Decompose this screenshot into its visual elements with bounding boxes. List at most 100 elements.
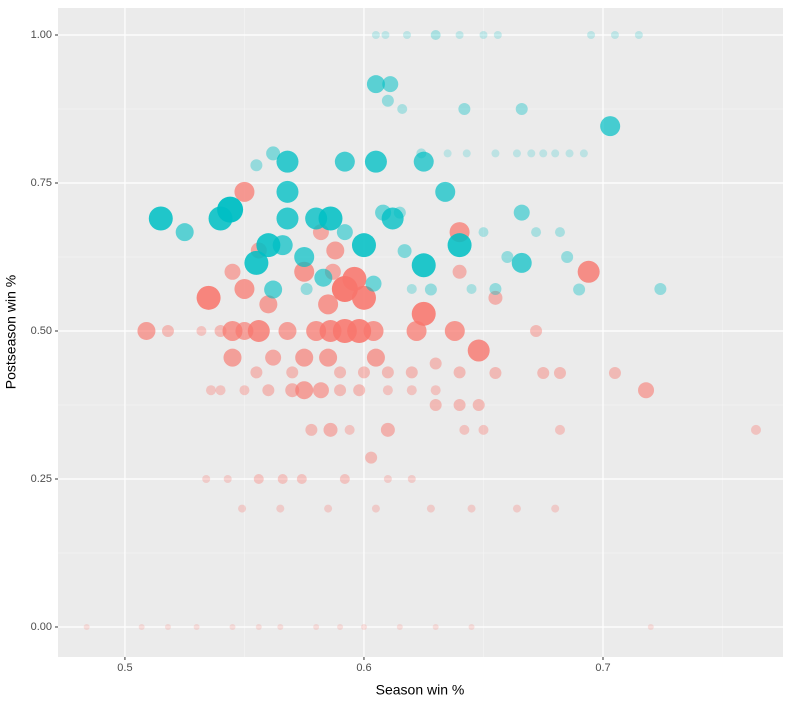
point xyxy=(256,233,281,258)
point xyxy=(551,149,560,158)
point xyxy=(411,253,436,278)
point xyxy=(175,223,194,242)
point xyxy=(366,75,385,94)
point xyxy=(300,282,313,295)
point xyxy=(447,233,472,258)
point xyxy=(318,206,343,231)
x-tick-label: 0.7 xyxy=(595,662,610,674)
point xyxy=(573,283,586,296)
point xyxy=(337,623,344,630)
point xyxy=(459,424,470,435)
point xyxy=(253,473,264,484)
point xyxy=(347,318,372,343)
point xyxy=(351,233,376,258)
point xyxy=(561,250,574,263)
point xyxy=(196,325,207,336)
point xyxy=(318,294,339,315)
point xyxy=(381,30,390,39)
point xyxy=(276,504,285,513)
point xyxy=(262,384,275,397)
point xyxy=(255,623,262,630)
point xyxy=(537,367,550,380)
point xyxy=(295,381,314,400)
point xyxy=(489,282,502,295)
point xyxy=(161,324,174,337)
point xyxy=(452,264,467,279)
point xyxy=(193,623,200,630)
point xyxy=(382,385,393,396)
point xyxy=(634,30,643,39)
point xyxy=(357,366,370,379)
point xyxy=(424,283,437,296)
point xyxy=(383,474,392,483)
point xyxy=(326,241,345,260)
point xyxy=(587,30,596,39)
point xyxy=(276,180,299,203)
point xyxy=(239,385,250,396)
point xyxy=(238,504,247,513)
point xyxy=(138,623,145,630)
point xyxy=(479,30,488,39)
point xyxy=(83,623,90,630)
point xyxy=(366,348,385,367)
x-tick-label: 0.6 xyxy=(356,662,371,674)
point xyxy=(365,275,382,292)
y-tick-label: 0.75 xyxy=(31,177,52,189)
point xyxy=(381,94,394,107)
point xyxy=(491,149,500,158)
point xyxy=(430,29,441,40)
point xyxy=(250,159,263,172)
point xyxy=(455,30,464,39)
point xyxy=(462,149,471,158)
point xyxy=(202,474,211,483)
point xyxy=(319,348,338,367)
point xyxy=(381,366,394,379)
point xyxy=(429,357,442,370)
point xyxy=(493,30,502,39)
point xyxy=(397,103,408,114)
point xyxy=(314,268,333,287)
point xyxy=(278,321,297,340)
point xyxy=(272,235,293,256)
point xyxy=(334,151,355,172)
point xyxy=(468,623,475,630)
y-tick-label: 0.50 xyxy=(31,325,52,337)
point xyxy=(429,398,442,411)
point xyxy=(353,384,366,397)
point xyxy=(259,295,278,314)
point xyxy=(223,474,232,483)
point xyxy=(196,285,221,310)
point xyxy=(411,301,436,326)
point xyxy=(224,263,241,280)
point xyxy=(443,149,452,158)
point xyxy=(453,398,466,411)
point xyxy=(531,227,542,238)
point xyxy=(402,30,411,39)
point xyxy=(406,320,427,341)
y-tick-label: 1.00 xyxy=(31,29,52,41)
point xyxy=(397,244,412,259)
point xyxy=(205,385,216,396)
point xyxy=(511,252,532,273)
point xyxy=(277,623,284,630)
point xyxy=(336,224,353,241)
point xyxy=(234,181,255,202)
point xyxy=(512,504,521,513)
point xyxy=(250,366,263,379)
point xyxy=(554,227,565,238)
point xyxy=(164,623,171,630)
point xyxy=(579,149,588,158)
point xyxy=(363,320,384,341)
point xyxy=(344,424,355,435)
point xyxy=(265,349,282,366)
point xyxy=(467,339,490,362)
point xyxy=(444,320,465,341)
point xyxy=(413,151,434,172)
point xyxy=(472,398,485,411)
point xyxy=(489,367,502,380)
point xyxy=(407,474,416,483)
point xyxy=(339,473,350,484)
point xyxy=(294,261,315,282)
point xyxy=(654,282,667,295)
